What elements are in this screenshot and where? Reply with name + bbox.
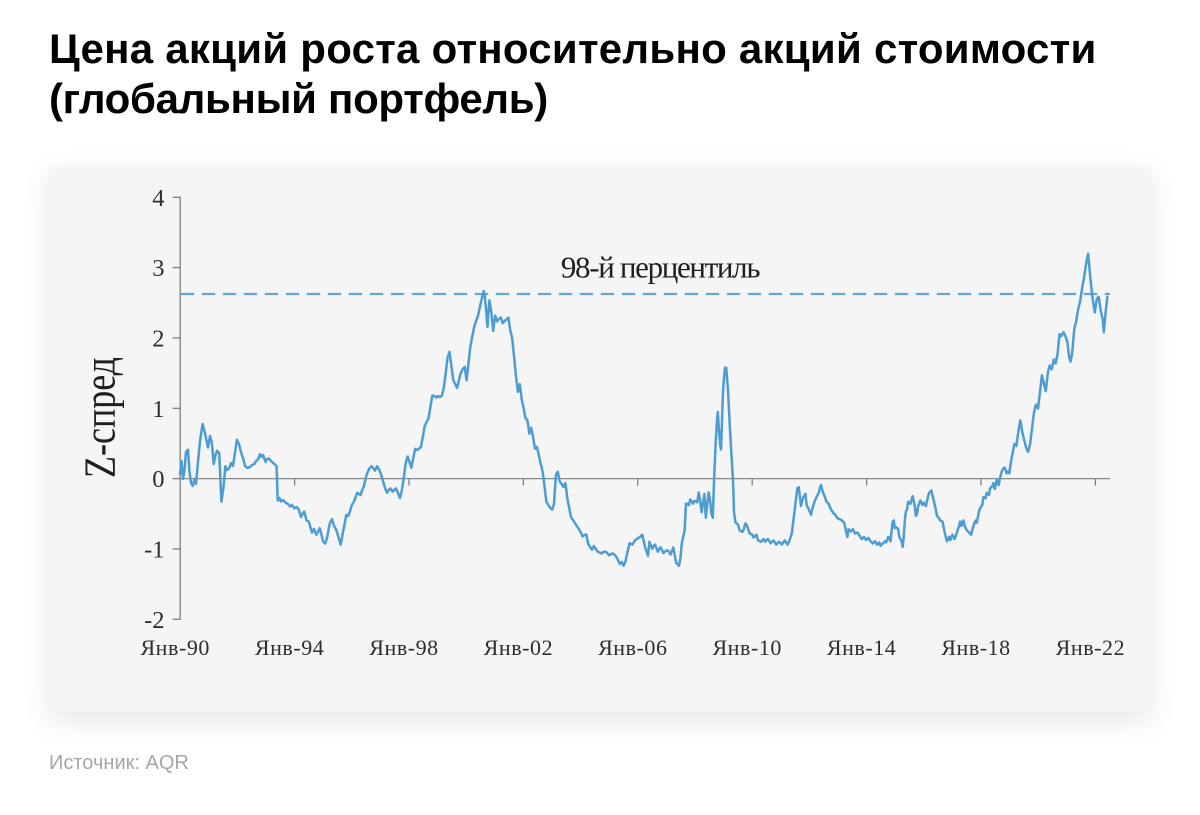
svg-text:Янв-06: Янв-06: [598, 635, 667, 660]
svg-text:Янв-14: Янв-14: [827, 635, 896, 660]
svg-text:-1: -1: [144, 537, 164, 564]
svg-text:Янв-98: Янв-98: [369, 635, 438, 660]
svg-text:Янв-90: Янв-90: [140, 635, 209, 660]
svg-text:Янв-22: Янв-22: [1056, 635, 1125, 660]
svg-text:0: 0: [152, 466, 164, 493]
svg-text:Янв-02: Янв-02: [484, 635, 553, 660]
svg-text:1: 1: [152, 396, 164, 423]
svg-text:-2: -2: [144, 607, 164, 634]
svg-text:4: 4: [152, 185, 164, 212]
svg-text:Янв-94: Янв-94: [255, 635, 324, 660]
svg-text:Янв-18: Янв-18: [941, 635, 1010, 660]
svg-text:Янв-10: Янв-10: [712, 635, 781, 660]
svg-text:Z-спред: Z-спред: [75, 357, 124, 478]
svg-text:3: 3: [152, 255, 164, 282]
svg-text:2: 2: [152, 326, 164, 353]
svg-text:98-й перцентиль: 98-й перцентиль: [561, 250, 760, 285]
